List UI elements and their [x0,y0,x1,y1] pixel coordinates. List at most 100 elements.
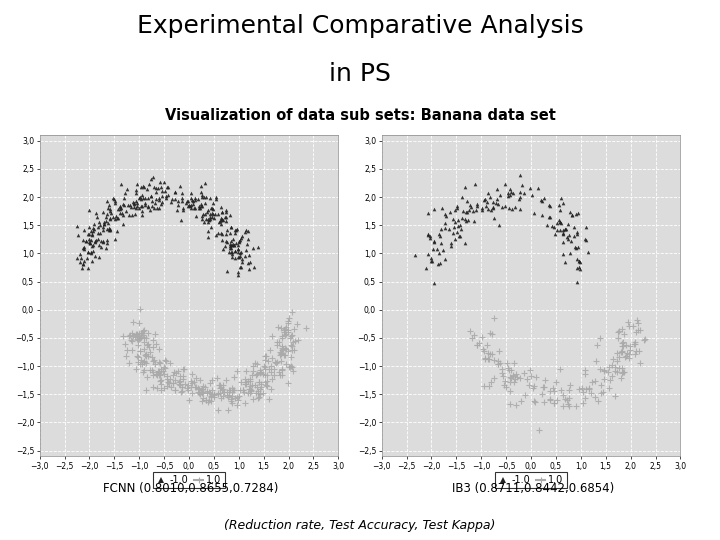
Point [577,388,589,396]
Point [199,383,210,391]
Point [544,202,556,211]
Point [173,197,184,206]
Point [554,218,566,227]
Point [235,234,246,242]
Point [186,370,197,379]
Point [531,372,542,381]
Point [204,388,216,397]
Point [563,394,575,402]
Point [276,365,288,374]
Point [520,390,531,399]
Point [224,242,235,251]
Point [232,401,243,409]
Point [268,364,279,373]
Point [86,241,98,250]
Point [96,208,108,217]
Point [229,394,240,402]
Point [286,352,297,361]
Point [181,199,192,207]
Point [559,258,571,266]
Point [215,228,227,237]
Point [146,366,158,375]
Point [154,177,166,186]
Point [120,207,132,215]
Point [472,341,483,349]
Point [221,267,233,275]
Point [87,247,99,255]
Point [590,357,602,366]
Point [138,358,150,367]
Point [160,191,171,200]
Point [554,206,566,214]
Point [234,235,246,244]
Point [598,374,609,383]
Point [485,193,496,201]
Point [220,213,232,222]
Point [168,386,180,395]
Point [155,359,166,367]
Point [280,322,292,331]
Point [624,350,635,359]
Point [230,239,242,248]
Point [508,377,520,386]
Point [235,377,247,386]
Point [150,184,162,193]
Point [620,341,631,349]
Point [226,392,238,401]
Point [253,369,265,378]
Point [574,258,585,266]
Point [201,208,212,217]
Point [248,262,259,271]
Point [195,388,207,397]
Point [492,360,503,369]
Point [257,370,269,379]
Point [544,212,556,221]
Point [557,401,569,410]
Point [425,234,436,242]
Point [235,248,247,256]
Point [217,384,228,393]
Point [498,380,510,389]
Point [95,243,107,252]
Point [274,370,286,379]
Point [456,192,468,201]
Text: Experimental Comparative Analysis: Experimental Comparative Analysis [137,14,583,37]
Point [571,263,582,272]
Point [171,368,182,377]
Point [292,320,303,329]
Point [234,251,246,260]
Point [452,221,464,230]
Point [564,207,576,216]
Point [524,184,536,193]
Point [245,377,256,386]
Point [210,194,222,203]
Point [432,260,444,268]
Point [224,211,235,219]
Point [132,357,144,366]
Point [189,383,201,391]
Point [503,192,514,200]
Point [222,406,234,414]
Point [144,348,156,356]
Point [555,386,567,394]
Point [86,230,97,239]
Point [147,336,158,345]
Point [176,383,188,391]
Point [261,371,273,380]
Point [603,363,615,372]
Point [248,362,259,370]
Point [227,240,238,249]
Point [176,388,187,396]
Point [228,386,239,394]
Point [149,329,161,338]
Point [282,319,294,328]
Point [82,248,94,256]
Point [253,394,264,403]
Point [492,357,504,366]
Point [549,230,561,238]
Point [176,194,188,202]
Point [613,353,625,361]
Point [243,259,254,268]
Point [562,235,574,244]
Point [439,219,451,227]
